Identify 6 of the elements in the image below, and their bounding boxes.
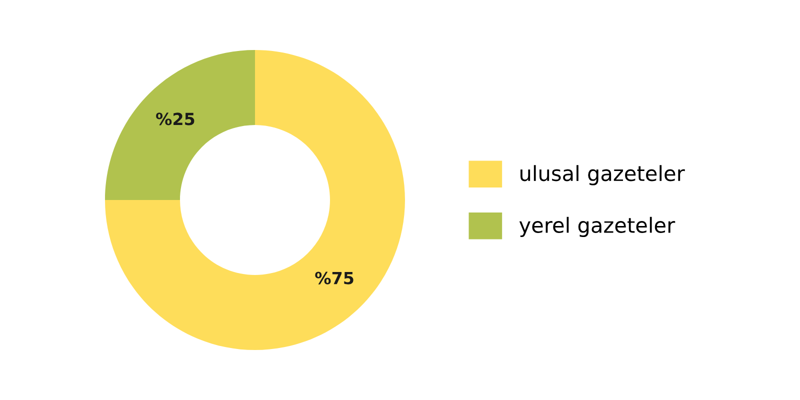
data-label: %75 xyxy=(315,272,354,284)
legend-label: ulusal gazeteler xyxy=(520,165,685,186)
donut-slice xyxy=(105,50,405,350)
data-label: %25 xyxy=(156,112,194,126)
donut-slice xyxy=(105,50,255,200)
legend-label: yerel gazeteler xyxy=(519,216,676,238)
